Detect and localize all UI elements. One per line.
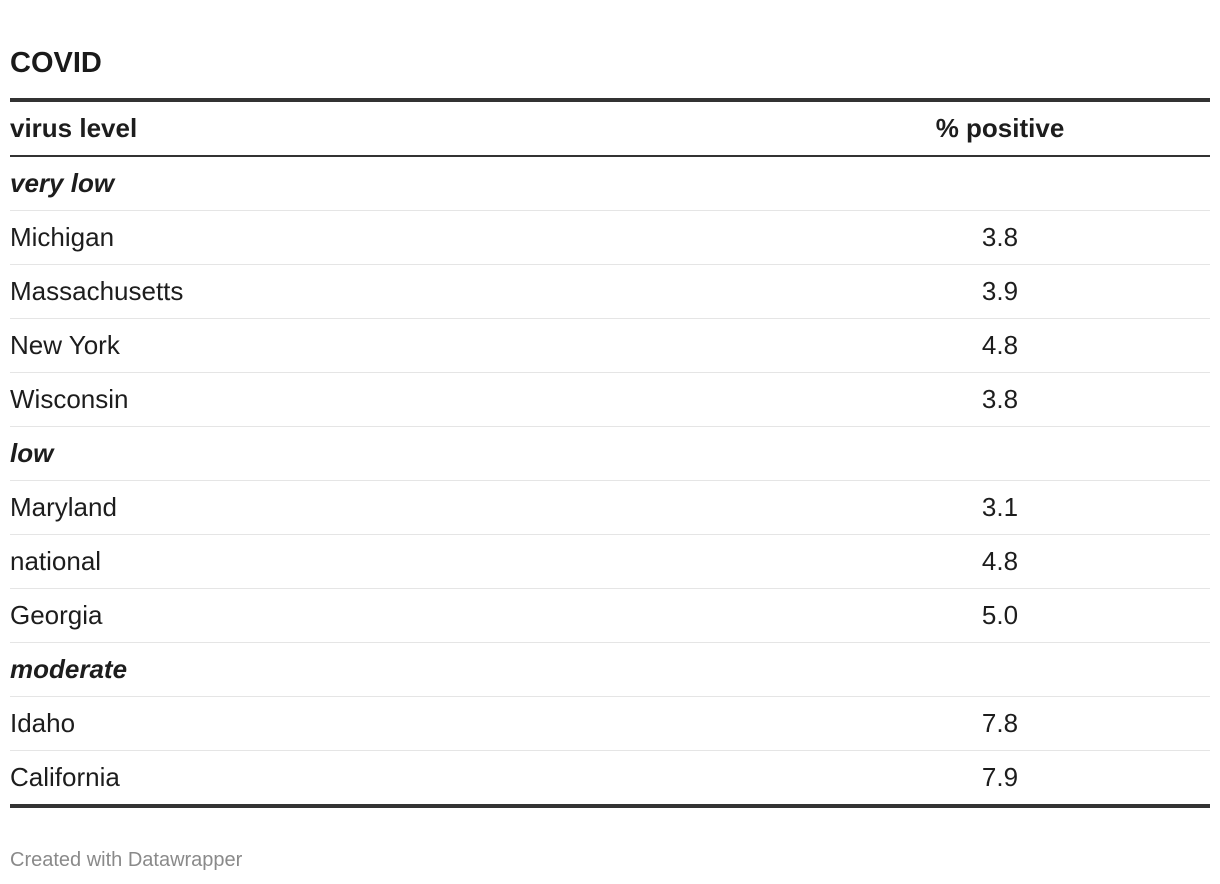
table-row: Massachusetts 3.9 [10,265,1210,319]
cell-value: 3.1 [981,492,1019,522]
footer-credit: Created with Datawrapper [10,849,243,871]
cell-value: 3.9 [981,276,1019,306]
group-label: low [10,438,54,468]
cell-value: 3.8 [981,222,1019,252]
table-row: New York 4.8 [10,319,1210,373]
cell-name: Georgia [10,600,103,630]
cell-value: 4.8 [981,330,1019,360]
group-row: moderate [10,643,1210,697]
column-header-percent-positive[interactable]: % positive [935,113,1065,143]
cell-name: Michigan [10,222,115,252]
table-row: Maryland 3.1 [10,481,1210,535]
cell-name: Maryland [10,492,117,522]
table-row: Idaho 7.8 [10,697,1210,751]
group-row: low [10,427,1210,481]
cell-name: New York [10,330,120,360]
cell-name: Massachusetts [10,276,184,306]
group-label: very low [10,168,115,198]
cell-name: Idaho [10,708,76,738]
table-row: Michigan 3.8 [10,211,1210,265]
table-row: national 4.8 [10,535,1210,589]
cell-value: 7.8 [981,708,1019,738]
table-row: California 7.9 [10,751,1210,804]
table-header-row: virus level % positive [10,102,1210,157]
table-row: Wisconsin 3.8 [10,373,1210,427]
group-label: moderate [10,654,128,684]
cell-value: 7.9 [981,762,1019,792]
chart-title: COVID [10,47,102,79]
cell-value: 4.8 [981,546,1019,576]
group-row: very low [10,157,1210,211]
cell-value: 3.8 [981,384,1019,414]
cell-name: national [10,546,102,576]
cell-name: Wisconsin [10,384,129,414]
table-row: Georgia 5.0 [10,589,1210,643]
table-body: very low Michigan 3.8 Massachusetts 3.9 New Y… [10,157,1210,804]
cell-value: 5.0 [981,600,1019,630]
cell-name: California [10,762,120,792]
column-header-virus-level[interactable]: virus level [10,113,138,143]
data-table: virus level % positive very low Michigan 3… [10,98,1210,808]
